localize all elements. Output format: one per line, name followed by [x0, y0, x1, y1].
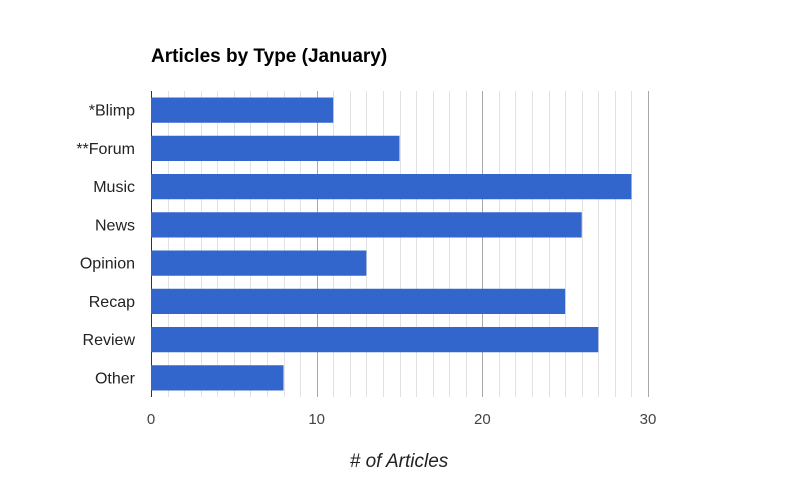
x-tick-label: 0 [147, 411, 155, 428]
category-labels: *Blimp **Forum Music News Opinion Recap Review… [76, 103, 135, 388]
x-tick-labels: 0 10 20 30 [147, 411, 657, 428]
category-label: Music [93, 179, 135, 196]
category-label: Opinion [80, 256, 135, 273]
x-axis-title: # of Articles [350, 451, 449, 472]
category-label: Other [95, 370, 136, 387]
bar-blimp [151, 97, 334, 123]
bar-recap [151, 288, 566, 314]
category-label: Recap [89, 294, 135, 311]
bars [151, 97, 632, 391]
bar-music [151, 174, 632, 200]
category-label: Review [83, 332, 136, 349]
bar-review [151, 327, 599, 353]
bar-forum [151, 135, 400, 161]
x-tick-label: 10 [308, 411, 325, 428]
category-label: **Forum [76, 141, 135, 158]
chart-title: Articles by Type (January) [151, 46, 387, 67]
x-tick-label: 20 [474, 411, 491, 428]
bar-opinion [151, 250, 367, 276]
bar-other [151, 365, 284, 391]
category-label: News [95, 217, 135, 234]
category-label: *Blimp [89, 103, 135, 120]
bar-news [151, 212, 582, 238]
x-tick-label: 30 [640, 411, 657, 428]
